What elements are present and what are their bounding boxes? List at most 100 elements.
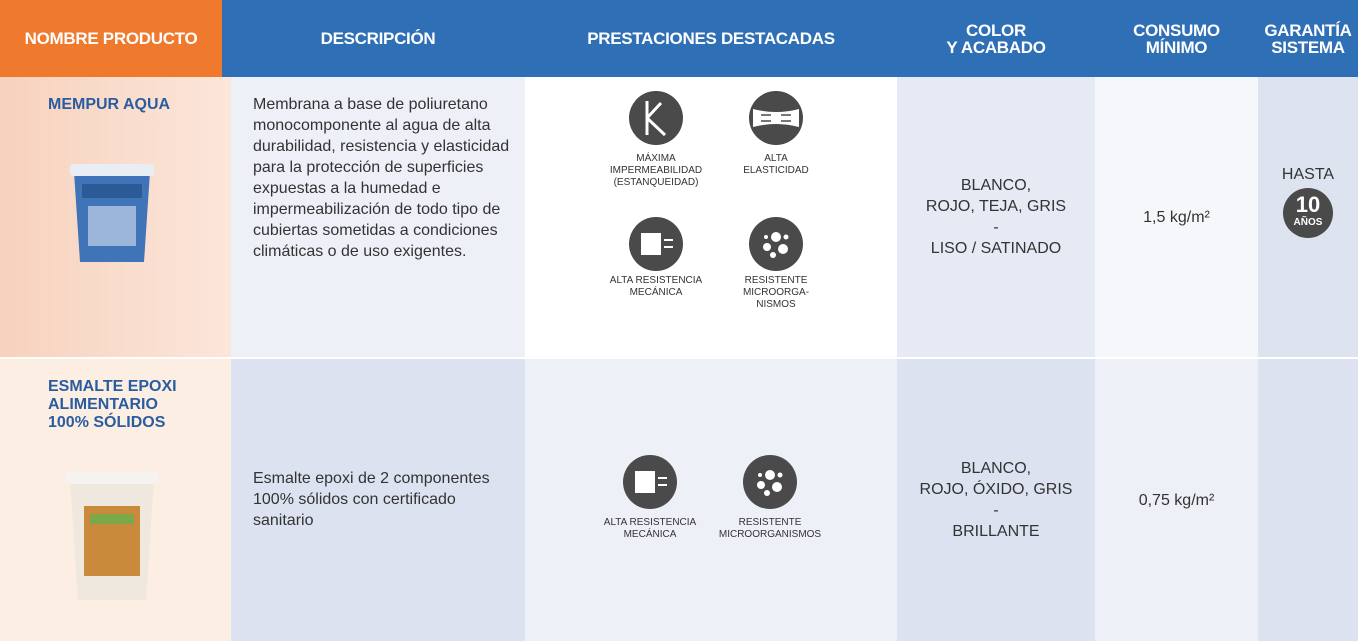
text-line: MÁXIMA xyxy=(636,153,676,164)
shape xyxy=(66,472,158,484)
shape xyxy=(88,206,136,246)
header-cell: NOMBRE PRODUCTO xyxy=(0,0,222,77)
shape xyxy=(629,91,683,145)
text-line: SISTEMA xyxy=(1271,37,1345,57)
cell-bg xyxy=(1095,77,1258,357)
shape xyxy=(772,482,782,492)
shape xyxy=(777,472,783,478)
color-finish: BLANCO, ROJO, TEJA, GRIS - LISO / SATINADO xyxy=(897,77,1095,357)
description: Membrana a base de poliuretano monocompo… xyxy=(253,96,510,260)
shape xyxy=(641,233,661,255)
cell-bg xyxy=(897,359,1095,641)
feature-icon xyxy=(623,455,677,509)
text-line: LISO / SATINADO xyxy=(930,240,1062,257)
text-line: RESISTENTE xyxy=(744,275,808,286)
text-line: ROJO, TEJA, GRIS xyxy=(925,198,1067,215)
feature-icon xyxy=(629,91,683,145)
text-line: - xyxy=(993,502,999,519)
text-line: ALTA xyxy=(764,153,788,164)
warranty-unit: AÑOS xyxy=(1293,217,1323,228)
color-finish: BLANCO, ROJO, ÓXIDO, GRIS - BRILLANTE xyxy=(897,359,1095,641)
text-line: IMPERMEABILIDAD xyxy=(609,165,703,176)
product-name: MEMPUR AQUA xyxy=(48,96,171,113)
shape xyxy=(753,109,799,127)
shape xyxy=(664,239,673,248)
feature-label: RESISTENTE MICROORGANISMOS xyxy=(705,517,835,541)
feature-icon xyxy=(749,91,803,145)
text-line: MECÁNICA xyxy=(623,529,677,540)
warranty-badge: 10 AÑOS xyxy=(1283,188,1333,238)
text-line: BLANCO, xyxy=(960,460,1032,477)
description: Esmalte epoxi de 2 componentes 100% sóli… xyxy=(253,470,490,529)
text-line: BLANCO, xyxy=(960,177,1032,194)
header-cell: CONSUMO MÍNIMO xyxy=(1095,0,1258,77)
shape xyxy=(635,471,655,493)
shape xyxy=(757,481,765,489)
shape xyxy=(765,470,775,480)
text-line: ROJO, ÓXIDO, GRIS xyxy=(919,481,1073,498)
warranty-number: 10 xyxy=(1295,192,1321,217)
product-name: ESMALTE EPOXI ALIMENTARIO 100% SÓLIDOS xyxy=(48,378,177,431)
cell-bg xyxy=(897,77,1095,357)
text-line: RESISTENTE xyxy=(738,517,802,528)
consumption: 1,5 kg/m² xyxy=(1143,208,1210,226)
feature-label: ALTA ELASTICIDAD xyxy=(711,153,841,177)
header-band xyxy=(222,0,1358,77)
text-line: ELASTICIDAD xyxy=(743,165,809,176)
shape xyxy=(645,101,667,137)
text-line: CONSUMO xyxy=(1133,20,1220,40)
shape xyxy=(761,114,791,122)
text-line: BRILLANTE xyxy=(952,523,1040,540)
feature-label: RESISTENTE MICROORGA- NISMOS xyxy=(711,275,841,311)
text-line: - xyxy=(993,219,999,236)
text-line: (ESTANQUEIDAD) xyxy=(613,177,699,188)
shape xyxy=(90,514,134,524)
shape xyxy=(771,232,781,242)
text-line: MICROORGANISMOS xyxy=(718,529,822,540)
cell-bg xyxy=(1258,359,1358,641)
cell-bg xyxy=(525,77,897,357)
shape xyxy=(82,184,142,198)
feature-icon xyxy=(749,217,803,271)
feature-label: ALTA RESISTENCIA MECÁNICA xyxy=(591,275,721,299)
text-line: MICROORGA- xyxy=(742,287,810,298)
feature-icon xyxy=(743,455,797,509)
cell-bg xyxy=(525,359,897,641)
shape xyxy=(763,243,771,251)
text-line: MECÁNICA xyxy=(629,287,683,298)
text-line: ALTA RESISTENCIA xyxy=(603,517,697,528)
feature-label: MÁXIMA IMPERMEABILIDAD (ESTANQUEIDAD) xyxy=(591,153,721,189)
product-image xyxy=(70,164,154,262)
feature-label: ALTA RESISTENCIA MECÁNICA xyxy=(585,517,715,541)
header-cell: DESCRIPCIÓN xyxy=(231,0,525,77)
shape xyxy=(783,234,789,240)
text-line: GARANTÍA xyxy=(1264,20,1352,40)
shape xyxy=(758,473,762,477)
text-line: Y ACABADO xyxy=(946,37,1046,57)
text-line: ALTA RESISTENCIA xyxy=(609,275,703,286)
shape xyxy=(764,490,770,496)
shape xyxy=(770,252,776,258)
warranty-prefix: HASTA xyxy=(1281,166,1335,183)
shape xyxy=(764,235,768,239)
shape xyxy=(749,217,803,271)
text-line: COLOR xyxy=(966,20,1026,40)
shape xyxy=(778,244,788,254)
header-cell: PRESTACIONES DESTACADAS xyxy=(525,0,897,77)
text-line: MÍNIMO xyxy=(1145,37,1208,57)
product-image xyxy=(66,472,158,600)
cell-bg xyxy=(231,359,525,641)
shape xyxy=(70,164,154,176)
header-cell: GARANTÍA SISTEMA xyxy=(1258,0,1358,77)
text-line: NOMBRE PRODUCTO xyxy=(24,29,198,48)
consumption: 0,75 kg/m² xyxy=(1138,491,1215,509)
text-line: NISMOS xyxy=(756,299,796,310)
text-line: PRESTACIONES DESTACADAS xyxy=(587,29,835,48)
shape xyxy=(658,477,667,486)
shape xyxy=(743,455,797,509)
header-cell: COLOR Y ACABADO xyxy=(897,0,1095,77)
feature-icon xyxy=(629,217,683,271)
